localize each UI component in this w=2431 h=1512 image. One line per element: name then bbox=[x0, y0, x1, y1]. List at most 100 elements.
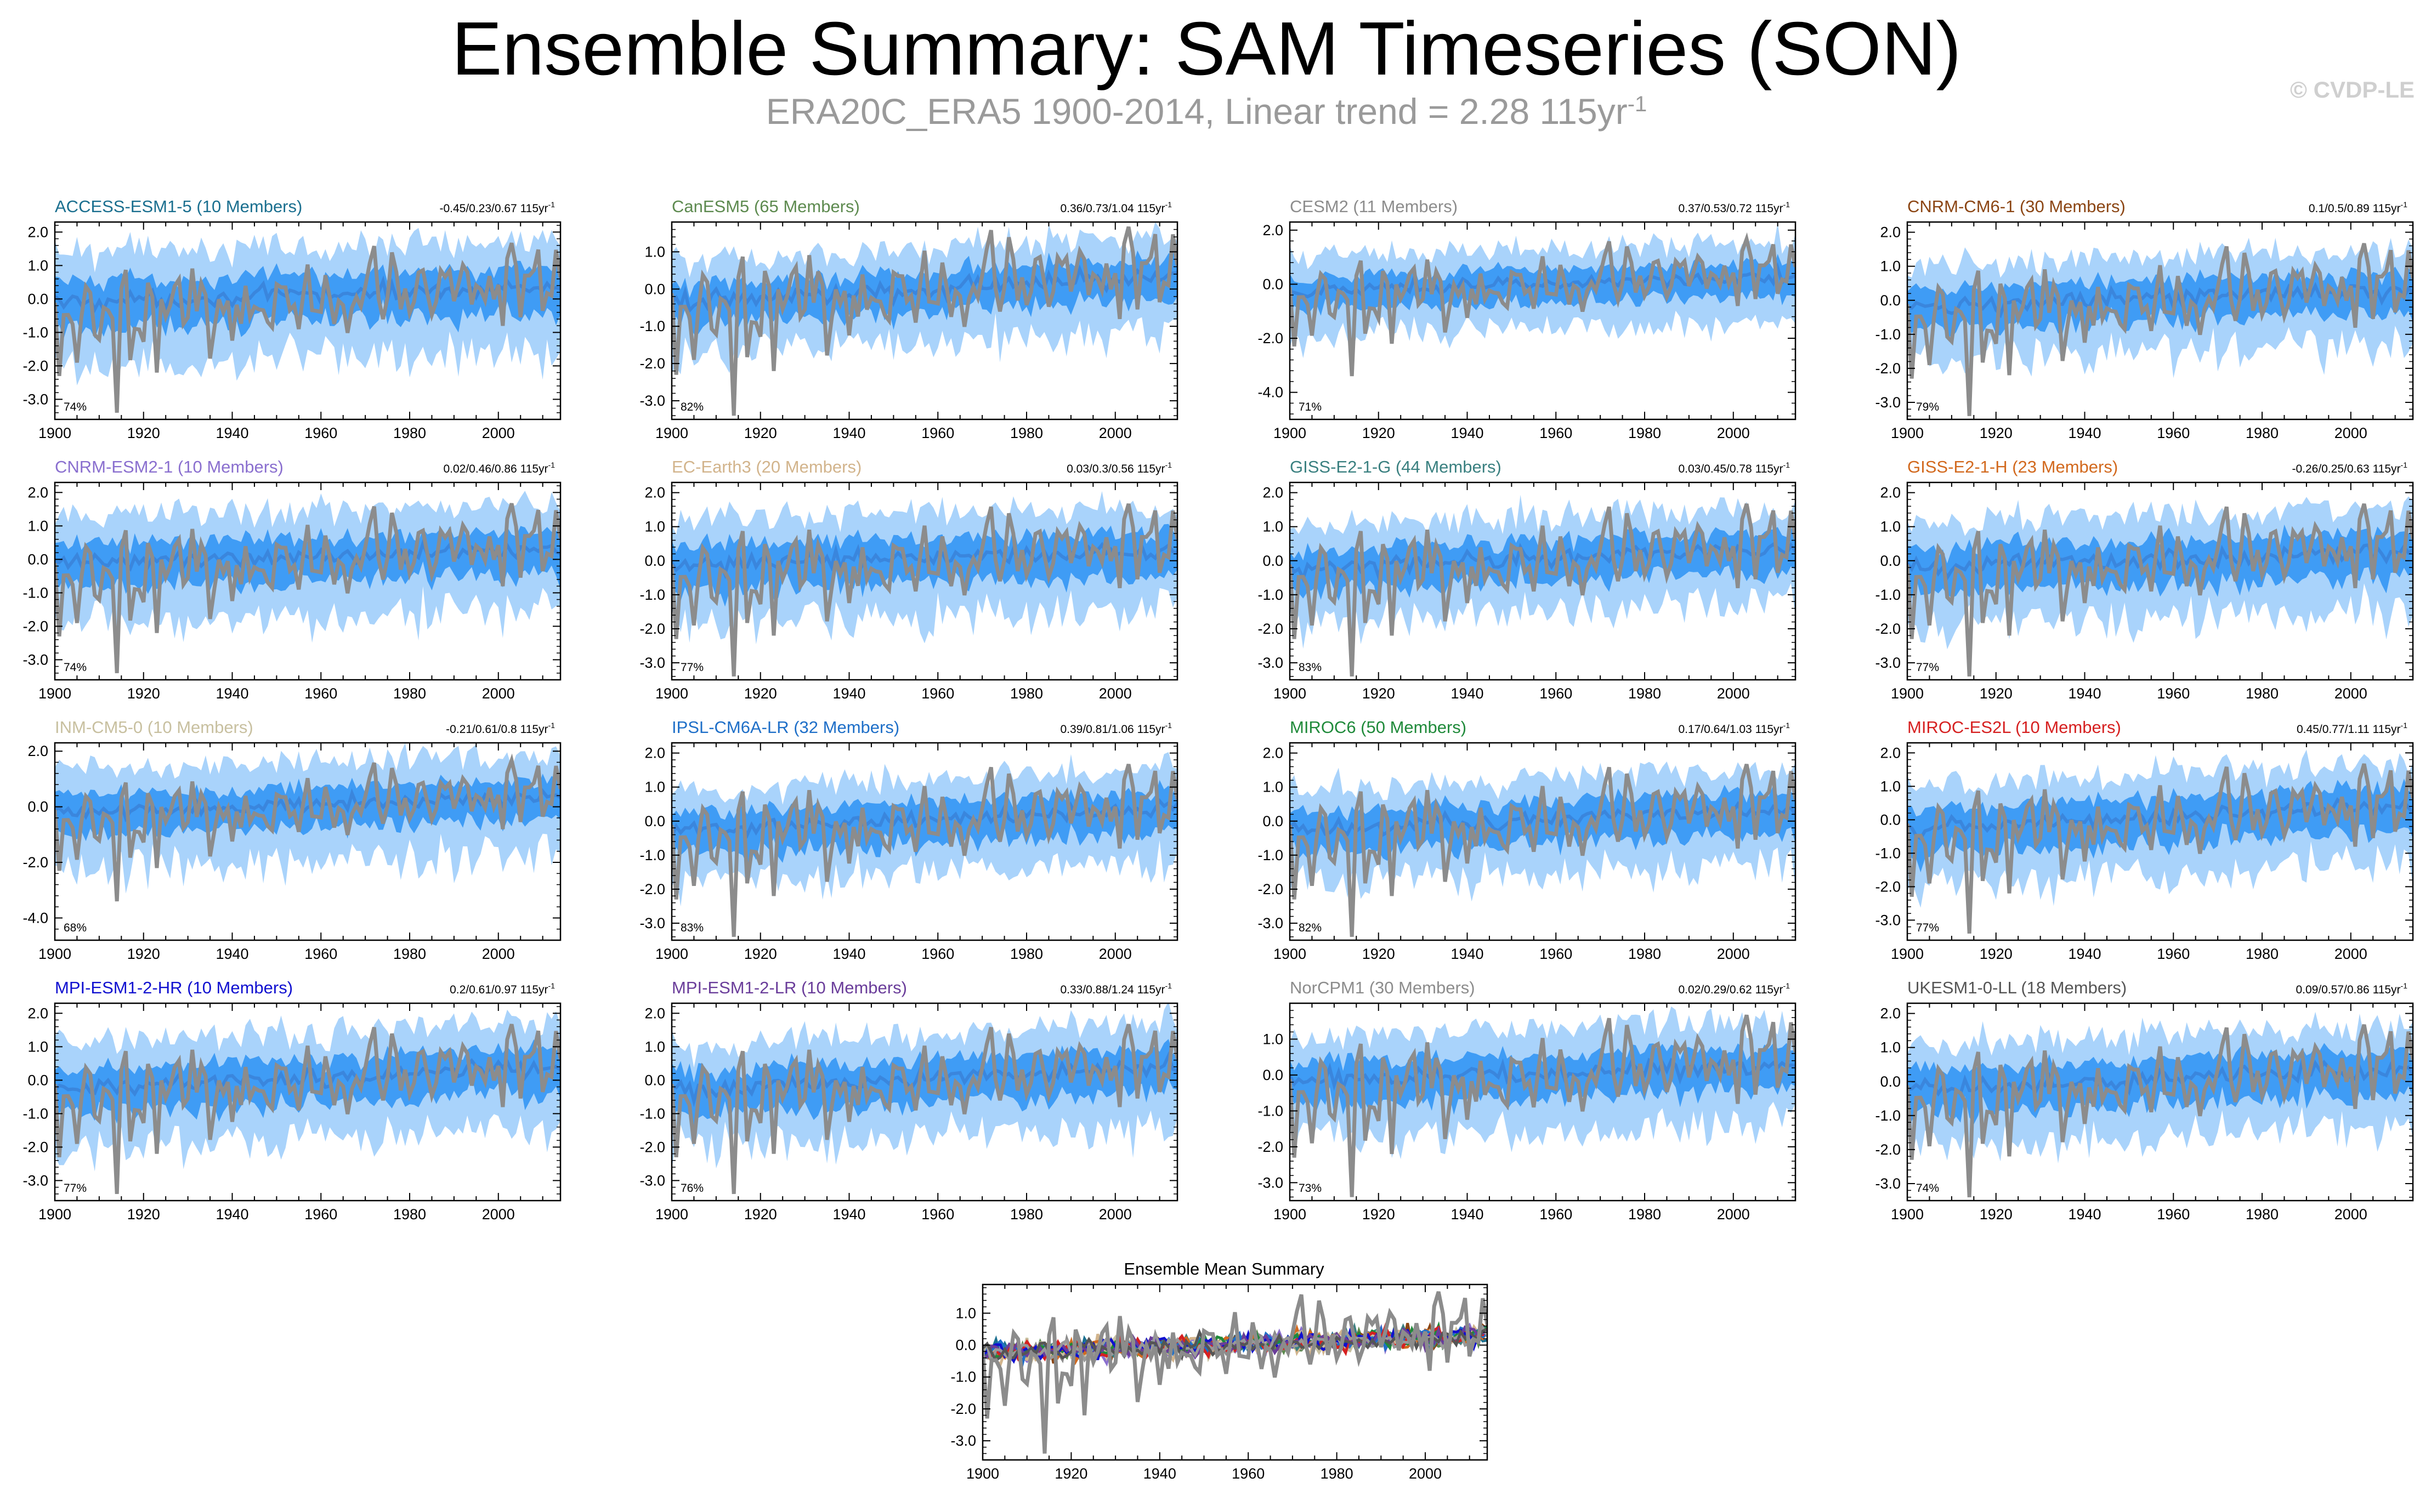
y-tick-label: -2.0 bbox=[639, 881, 665, 897]
plot-area bbox=[1907, 1011, 2413, 1197]
y-tick-label: -2.0 bbox=[1875, 360, 1901, 377]
x-tick-label: 1960 bbox=[2157, 685, 2190, 702]
ensemble-outer-band bbox=[1907, 237, 2413, 378]
y-tick-label: -2.0 bbox=[639, 1139, 665, 1155]
x-tick-label: 1940 bbox=[832, 685, 865, 702]
y-tick-label: 2.0 bbox=[644, 485, 665, 501]
chart-panel-CanESM5: 1900 1920 1940 1960 1980 2000 -3.0 -2.0 -1.0 0.0 1… bbox=[639, 197, 1178, 441]
panel-frame bbox=[671, 1002, 1178, 1202]
x-tick-label: 2000 bbox=[2334, 425, 2367, 441]
panel-frame bbox=[54, 1002, 562, 1202]
y-tick-label: 1.0 bbox=[1262, 519, 1283, 535]
x-tick-label: 1980 bbox=[1010, 425, 1043, 441]
x-tick-label: 1960 bbox=[921, 1206, 954, 1223]
x-tick-label: 1980 bbox=[393, 946, 426, 962]
trend-label: 0.03/0.3/0.56 115yr-1 bbox=[1067, 461, 1172, 475]
plot-area bbox=[1907, 237, 2413, 416]
observed-line bbox=[55, 1024, 560, 1194]
plot-area bbox=[1290, 1006, 1795, 1197]
y-tick-label: -3.0 bbox=[639, 915, 665, 931]
x-tick-label: 1940 bbox=[832, 1206, 865, 1223]
y-tick-label: -3.0 bbox=[950, 1433, 976, 1449]
y-tick-label: 2.0 bbox=[27, 224, 48, 240]
y-tick-label: -3.0 bbox=[1875, 655, 1901, 671]
x-tick-label: 1960 bbox=[1232, 1465, 1265, 1482]
x-tick-label: 1940 bbox=[216, 685, 248, 702]
subtitle: ERA20C_ERA5 1900-2014, Linear trend = 2.… bbox=[0, 90, 2413, 132]
y-tick-label: -4.0 bbox=[1257, 384, 1283, 401]
subtitle-text: ERA20C_ERA5 1900-2014, Linear trend = 2.… bbox=[766, 91, 1628, 132]
chart-panel-INM-CM5-0: 1900 1920 1940 1960 1980 2000 -4.0 -2.0 0.0 2.0 IN… bbox=[22, 718, 562, 962]
y-tick-label: -2.0 bbox=[1257, 881, 1283, 897]
ensemble-inner-band bbox=[55, 1039, 560, 1124]
y-tick-label: -2.0 bbox=[22, 854, 48, 871]
y-tick-label: 1.0 bbox=[1880, 258, 1901, 275]
y-tick-label: 0.0 bbox=[1262, 553, 1283, 569]
y-tick-label: 0.0 bbox=[644, 553, 665, 569]
y-tick-label: 0.0 bbox=[1262, 276, 1283, 292]
panel-frame bbox=[54, 481, 562, 681]
trend-label: 0.17/0.64/1.03 115yr-1 bbox=[1678, 721, 1790, 736]
percent-label: 71% bbox=[1299, 401, 1322, 413]
page-title: Ensemble Summary: SAM Timeseries (SON) bbox=[451, 7, 1962, 91]
y-tick-label: -3.0 bbox=[1257, 1174, 1283, 1191]
trend-label: -0.26/0.25/0.63 115yr-1 bbox=[2292, 461, 2407, 475]
trend-label: 0.33/0.88/1.24 115yr-1 bbox=[1060, 981, 1172, 996]
x-tick-label: 2000 bbox=[482, 1206, 515, 1223]
x-tick-label: 1900 bbox=[655, 946, 688, 962]
panel-frame bbox=[1289, 1002, 1797, 1202]
y-tick-label: -1.0 bbox=[1875, 845, 1901, 861]
y-tick-label: 2.0 bbox=[1880, 1005, 1901, 1022]
trend-label: 0.02/0.29/0.62 115yr-1 bbox=[1678, 981, 1790, 996]
y-tick-label: 1.0 bbox=[644, 1038, 665, 1055]
y-tick-label: 1.0 bbox=[27, 1038, 48, 1055]
x-tick-label: 1900 bbox=[1891, 425, 1924, 441]
observed-line bbox=[983, 1291, 1487, 1454]
ensemble-inner-band bbox=[1907, 778, 2413, 873]
panel-title: MPI-ESM1-2-HR (10 Members) bbox=[55, 978, 293, 997]
x-tick-label: 1980 bbox=[2246, 946, 2279, 962]
x-tick-label: 1900 bbox=[1273, 946, 1306, 962]
x-tick-label: 1900 bbox=[655, 425, 688, 441]
plot-area bbox=[55, 1009, 560, 1194]
y-tick-label: -4.0 bbox=[22, 910, 48, 926]
x-tick-label: 1960 bbox=[304, 946, 337, 962]
x-tick-label: 2000 bbox=[1099, 685, 1132, 702]
x-tick-label: 1920 bbox=[1362, 425, 1395, 441]
y-tick-label: -3.0 bbox=[1875, 394, 1901, 411]
panel-frame bbox=[54, 742, 562, 941]
y-tick-label: 1.0 bbox=[1880, 519, 1901, 535]
x-tick-label: 1920 bbox=[1055, 1465, 1087, 1482]
plot-area bbox=[672, 752, 1177, 937]
x-tick-label: 2000 bbox=[1717, 685, 1750, 702]
x-tick-label: 2000 bbox=[482, 946, 515, 962]
x-tick-label: 1980 bbox=[2246, 1206, 2279, 1223]
panel-title: MPI-ESM1-2-LR (10 Members) bbox=[672, 978, 907, 997]
y-tick-label: 0.0 bbox=[1880, 292, 1901, 309]
observed-line bbox=[1290, 503, 1795, 677]
trend-label: 0.02/0.46/0.86 115yr-1 bbox=[443, 461, 555, 475]
y-tick-label: 0.0 bbox=[644, 281, 665, 297]
y-tick-label: -2.0 bbox=[1875, 878, 1901, 895]
plot-area bbox=[1290, 761, 1795, 937]
x-tick-label: 1920 bbox=[1362, 1206, 1395, 1223]
y-tick-label: -3.0 bbox=[639, 1172, 665, 1189]
percent-label: 74% bbox=[64, 401, 87, 413]
chart-panel-Ensemble Mean Summary: 1900 1920 1940 1960 1980 2000 -3.0 -2.0 -1.0 0.0 1… bbox=[950, 1259, 1488, 1482]
x-tick-label: 1940 bbox=[2068, 1206, 2101, 1223]
y-tick-label: -2.0 bbox=[1257, 621, 1283, 637]
y-tick-label: 1.0 bbox=[644, 243, 665, 260]
x-tick-label: 1960 bbox=[2157, 946, 2190, 962]
panel-title: MIROC-ES2L (10 Members) bbox=[1907, 718, 2121, 737]
percent-label: 77% bbox=[1916, 922, 1939, 934]
y-tick-label: -2.0 bbox=[1875, 1141, 1901, 1158]
y-tick-label: 2.0 bbox=[1262, 745, 1283, 761]
plot-area bbox=[1907, 496, 2413, 677]
trend-label: -0.45/0.23/0.67 115yr-1 bbox=[439, 200, 555, 215]
x-tick-label: 2000 bbox=[2334, 1206, 2367, 1223]
percent-label: 68% bbox=[64, 922, 87, 934]
ensemble-inner-band bbox=[672, 1039, 1177, 1128]
chart-panel-GISS-E2-1-G: 1900 1920 1940 1960 1980 2000 -3.0 -2.0 -1.0 0.0 1… bbox=[1257, 457, 1797, 702]
x-tick-label: 1920 bbox=[744, 1206, 777, 1223]
y-tick-label: -3.0 bbox=[22, 1172, 48, 1189]
